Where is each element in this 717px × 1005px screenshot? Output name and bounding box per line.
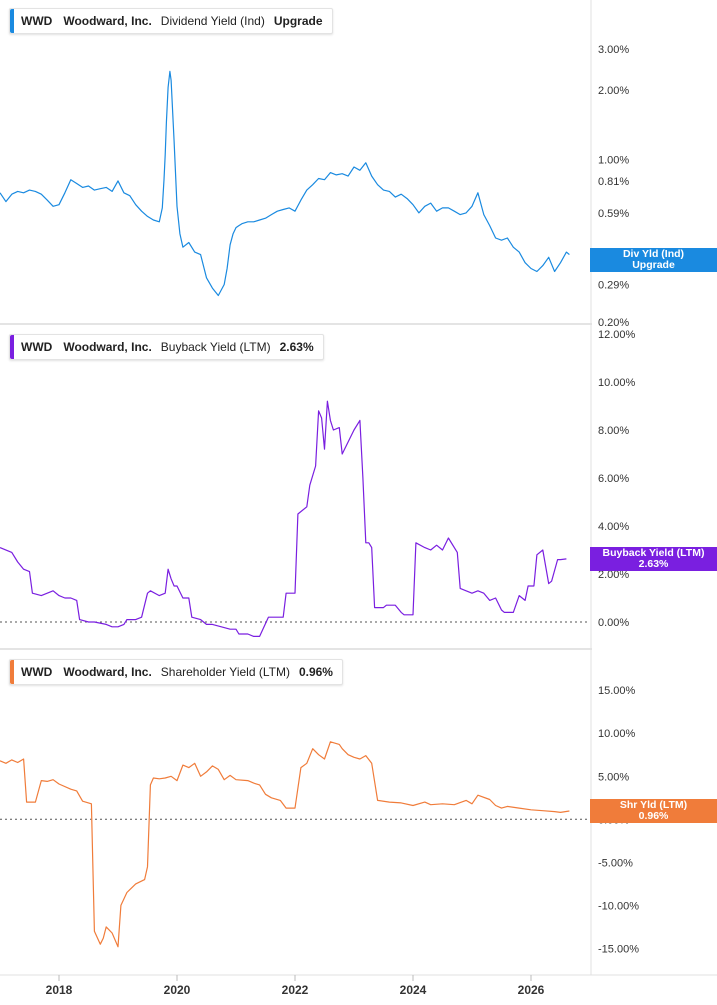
flag-label: Shr Yld (LTM) <box>619 799 688 812</box>
legend-company: Woodward, Inc. <box>63 14 152 28</box>
y-tick-label: -5.00% <box>598 857 633 869</box>
y-tick-label: 5.00% <box>598 771 629 783</box>
legend-metric: Dividend Yield (Ind) <box>160 14 265 28</box>
y-tick-label: 2.00% <box>598 85 629 97</box>
flag-label: Buyback Yield (LTM) <box>602 546 705 559</box>
legend-metric: Shareholder Yield (LTM) <box>160 665 290 679</box>
y-tick-label: 1.00% <box>598 155 629 167</box>
y-tick-label: -10.00% <box>598 900 639 912</box>
value-flag-buyback-yield: Buyback Yield (LTM) 2.63% <box>590 546 717 571</box>
legend-metric: Buyback Yield (LTM) <box>160 340 271 354</box>
legend-value[interactable]: Upgrade <box>273 14 323 28</box>
legend-color-bar <box>10 9 14 33</box>
legend-dividend-yield[interactable]: WWD Woodward, Inc. Dividend Yield (Ind) … <box>9 8 333 34</box>
legend-color-bar <box>10 335 14 359</box>
legend-shareholder-yield[interactable]: WWD Woodward, Inc. Shareholder Yield (LT… <box>9 659 343 685</box>
y-tick-label: 0.29% <box>598 280 629 292</box>
legend-ticker: WWD <box>21 665 53 679</box>
legend-value: 2.63% <box>279 340 314 354</box>
flag-value: 2.63% <box>638 557 669 570</box>
y-tick-label: 6.00% <box>598 473 629 485</box>
y-tick-label: 0.20% <box>598 317 629 329</box>
series-line-1 <box>0 400 567 638</box>
x-tick-label: 2020 <box>164 983 191 997</box>
y-tick-label: 10.00% <box>598 377 636 389</box>
legend-ticker: WWD <box>21 340 53 354</box>
y-tick-label: 3.00% <box>598 44 629 56</box>
x-tick-label: 2026 <box>518 983 545 997</box>
legend-ticker: WWD <box>21 14 53 28</box>
series-line-2 <box>0 741 570 948</box>
y-tick-label: 0.59% <box>598 208 629 220</box>
series-line-0 <box>0 70 570 297</box>
legend-buyback-yield[interactable]: WWD Woodward, Inc. Buyback Yield (LTM) 2… <box>9 334 324 360</box>
legend-color-bar <box>10 660 14 684</box>
y-tick-label: 0.81% <box>598 176 629 188</box>
y-tick-label: 12.00% <box>598 329 636 341</box>
y-tick-label: 4.00% <box>598 521 629 533</box>
x-tick-label: 2018 <box>46 983 73 997</box>
value-flag-shareholder-yield: Shr Yld (LTM) 0.96% <box>590 799 717 824</box>
y-tick-label: 2.00% <box>598 569 629 581</box>
y-tick-label: 8.00% <box>598 425 629 437</box>
flag-value: 0.96% <box>638 810 669 823</box>
x-tick-label: 2024 <box>400 983 427 997</box>
legend-company: Woodward, Inc. <box>63 665 152 679</box>
y-tick-label: 0.00% <box>598 617 629 629</box>
y-tick-label: 10.00% <box>598 728 636 740</box>
y-tick-label: 15.00% <box>598 685 636 697</box>
legend-value: 0.96% <box>298 665 333 679</box>
legend-company: Woodward, Inc. <box>63 340 152 354</box>
x-tick-label: 2022 <box>282 983 309 997</box>
y-tick-label: -15.00% <box>598 943 639 955</box>
value-flag-dividend-yield: Div Yld (Ind) Upgrade <box>590 247 717 272</box>
flag-label: Div Yld (Ind) <box>622 247 685 260</box>
flag-value: Upgrade <box>632 258 675 271</box>
